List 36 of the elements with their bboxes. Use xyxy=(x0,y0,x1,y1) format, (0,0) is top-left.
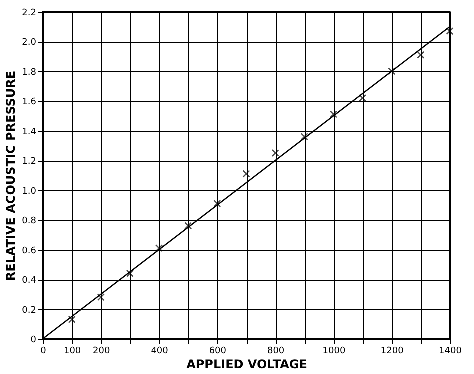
x-tick-label: 1200 xyxy=(380,346,404,356)
point xyxy=(184,222,192,230)
point xyxy=(417,51,425,59)
y-tick-label: 1.4 xyxy=(22,127,37,138)
x-tick-label: 400 xyxy=(151,346,169,356)
x-tick-label: 100 xyxy=(64,346,82,356)
y-tick-label: 0 xyxy=(30,336,37,346)
x-tick-label: 1000 xyxy=(322,346,346,356)
x-tick-label: 800 xyxy=(267,346,285,356)
y-tick-label: 2.2 xyxy=(22,8,36,18)
y-tick-label: 2.0 xyxy=(22,38,37,48)
y-tick-label: 0.6 xyxy=(22,246,37,256)
y-tick-label: 0.8 xyxy=(22,216,37,227)
point xyxy=(330,110,338,118)
point xyxy=(242,170,250,178)
point xyxy=(446,28,454,36)
point xyxy=(126,270,134,278)
x-tick-label: 0 xyxy=(40,346,47,356)
y-tick-label: 1.8 xyxy=(22,68,37,78)
x-tick-label: 200 xyxy=(93,346,110,356)
x-tick-label: 1400 xyxy=(439,346,462,356)
y-axis-title: RELATIVE ACOUSTIC PRESSURE xyxy=(4,70,18,282)
x-axis-title: APPLIED VOLTAGE xyxy=(186,358,308,372)
point xyxy=(155,244,164,252)
x-tick-label: 600 xyxy=(209,346,227,356)
point xyxy=(300,133,308,141)
point xyxy=(388,68,396,76)
y-tick-label: 1.6 xyxy=(22,98,37,108)
y-tick-label: 0.2 xyxy=(22,306,36,316)
point xyxy=(272,149,280,158)
point xyxy=(97,294,105,302)
y-tick-label: 1.2 xyxy=(22,157,36,168)
y-tick-label: 0.4 xyxy=(22,276,37,286)
y-tick-label: 1.0 xyxy=(22,186,37,197)
point xyxy=(214,200,222,208)
point xyxy=(68,316,76,324)
